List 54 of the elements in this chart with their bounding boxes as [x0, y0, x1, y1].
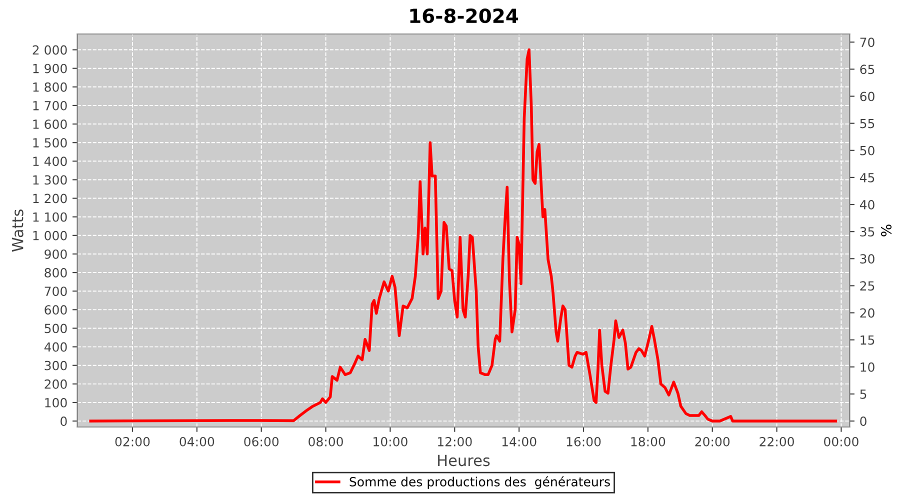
y-tick-label: 2 000	[32, 45, 67, 55]
y2-tick-label: 65	[860, 64, 874, 74]
y2-tick-label: 0	[860, 416, 866, 426]
y-tick-label: 1 500	[33, 138, 67, 148]
y-axis-title: Watts	[12, 210, 24, 252]
y-tick-label: 1 300	[33, 175, 67, 185]
y-tick-label: 600	[44, 305, 67, 315]
x-tick-label: 06:00	[244, 436, 279, 446]
y2-tick-label: 40	[860, 200, 874, 210]
x-tick-label: 18:00	[631, 436, 666, 446]
x-tick-label: 12:00	[438, 436, 472, 446]
y-tick-label: 900	[44, 249, 67, 259]
x-tick-label: 02:00	[115, 436, 150, 446]
y2-tick-label: 15	[860, 335, 874, 345]
y2-tick-label: 5	[860, 390, 866, 399]
y-tick-label: 200	[44, 379, 67, 389]
y2-tick-label: 20	[860, 308, 874, 318]
y-tick-label: 100	[45, 398, 67, 408]
y2-tick-label: 55	[860, 118, 874, 128]
x-tick-label: 22:00	[760, 436, 794, 446]
y2-tick-label: 10	[860, 362, 874, 372]
y-tick-label: 700	[44, 286, 67, 296]
y-tick-label: 300	[44, 360, 67, 370]
x-tick-label: 08:00	[308, 436, 343, 446]
y2-axis-title: %	[881, 224, 892, 236]
x-tick-label: 10:00	[374, 436, 408, 446]
x-tick-label: 04:00	[180, 436, 214, 446]
y-tick-label: 1 100	[33, 212, 67, 222]
line-series	[89, 48, 838, 422]
y2-tick-label: 30	[860, 254, 874, 264]
y-tick-label: 1 700	[33, 100, 67, 110]
y-tick-label: 1 000	[33, 230, 67, 240]
y-tick-label: 1 600	[33, 120, 67, 129]
y2-tick-label: 70	[860, 38, 874, 48]
y-tick-label: 1 900	[33, 64, 67, 74]
y2-tick-label: 25	[860, 281, 874, 291]
x-tick-label: 00:00	[824, 436, 858, 446]
y-tick-label: 1 400	[33, 156, 67, 166]
y-tick-label: 800	[44, 268, 67, 278]
chart-title: 16-8-2024	[410, 8, 518, 24]
y-tick-label: 500	[44, 324, 67, 334]
y2-tick-label: 45	[860, 173, 874, 182]
y2-tick-label: 60	[860, 92, 874, 102]
y2-tick-label: 50	[860, 146, 874, 156]
x-tick-label: 20:00	[695, 436, 730, 446]
x-tick-label: 14:00	[502, 436, 536, 446]
x-tick-label: 16:00	[566, 436, 601, 446]
y-tick-label: 1 800	[33, 82, 67, 92]
y-tick-label: 0	[60, 416, 67, 426]
legend-label: Somme des productions des générateurs	[350, 476, 610, 489]
y2-tick-label: 35	[860, 227, 874, 237]
y-tick-label: 1 200	[33, 194, 67, 204]
y-tick-label: 400	[44, 342, 67, 352]
x-axis-title: Heures	[438, 454, 490, 466]
